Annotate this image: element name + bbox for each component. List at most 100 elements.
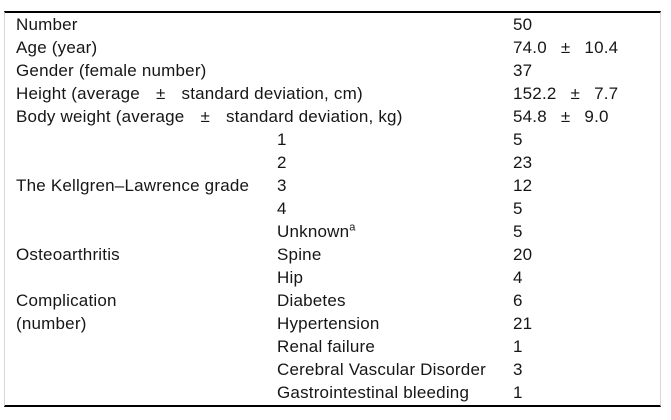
value-number: 20 <box>513 244 533 264</box>
value-standard-deviation: 10.4 <box>584 37 619 57</box>
value-cell: 54.8 ± 9.0 <box>513 107 660 127</box>
patient-characteristics-table: Number 50 Age (year) <box>4 11 661 407</box>
table-row: (number) Hypertension 21 <box>5 313 660 336</box>
subcategory-cell: 3 <box>277 176 513 196</box>
value-number: 4 <box>513 268 523 288</box>
subcategory-cell: Diabetes <box>277 291 513 311</box>
table-row: Gender (female number) 37 <box>5 59 660 82</box>
category-label: (number) <box>16 314 87 334</box>
category-label: The Kellgren–Lawrence grade <box>16 175 250 195</box>
table-row: Height (average ± standard deviation, cm… <box>5 82 660 105</box>
subcategory-cell: Spine <box>277 245 513 265</box>
table-row: 1 5 <box>5 128 660 151</box>
subcategory-cell: 2 <box>277 153 513 173</box>
subcategory-label: Gastrointestinal bleeding <box>277 383 470 403</box>
category-cell: Body weight (average ± standard deviatio… <box>16 106 402 127</box>
category-cell: Height (average ± standard deviation, cm… <box>16 83 363 104</box>
value-number: 37 <box>513 60 533 80</box>
category-label-continued: standard deviation, cm) <box>181 83 363 103</box>
subcategory-cell: Renal failure <box>277 337 513 357</box>
table-row: Cerebral Vascular Disorder 3 <box>5 359 660 382</box>
value-cell: 5 <box>513 130 660 150</box>
value-number: 23 <box>513 152 533 172</box>
category-label: Number <box>16 14 78 34</box>
table-row: Hip 4 <box>5 267 660 290</box>
value-cell: 50 <box>513 15 660 35</box>
category-cell: Number <box>16 15 277 35</box>
category-label: Osteoarthritis <box>16 244 120 264</box>
value-cell: 37 <box>513 61 660 81</box>
value-number: 12 <box>513 175 533 195</box>
value-cell: 74.0 ± 10.4 <box>513 38 660 58</box>
subcategory-label: Spine <box>277 244 322 264</box>
footnote-marker: a <box>349 221 356 234</box>
plus-minus-sign: ± <box>560 106 571 126</box>
table-row: Number 50 <box>5 13 660 36</box>
category-cell: Complication <box>16 291 277 311</box>
value-number: 6 <box>513 291 523 311</box>
subcategory-cell: Hypertension <box>277 314 513 334</box>
subcategory-label: 3 <box>277 175 287 195</box>
subcategory-cell: 4 <box>277 199 513 219</box>
table-row: Age (year) 74.0 ± 10.4 <box>5 36 660 59</box>
category-cell: Gender (female number) <box>16 61 277 81</box>
subcategory-cell: Hip <box>277 268 513 288</box>
plus-minus-sign: ± <box>570 83 581 103</box>
subcategory-label: 4 <box>277 198 287 218</box>
category-label: Gender (female number) <box>16 60 207 80</box>
subcategory-cell: Gastrointestinal bleeding <box>277 383 513 403</box>
plus-minus-sign: ± <box>200 106 210 126</box>
value-cell: 12 <box>513 176 660 196</box>
plus-minus-sign: ± <box>560 37 571 57</box>
value-cell: 5 <box>513 199 660 219</box>
subcategory-label: Diabetes <box>277 291 346 311</box>
category-label-continued: standard deviation, kg) <box>225 106 403 126</box>
category-label: Age (year) <box>16 37 98 57</box>
value-cell: 20 <box>513 245 660 265</box>
value-number: 5 <box>513 221 523 241</box>
subcategory-label: Unknown <box>277 221 350 241</box>
value-number: 50 <box>513 14 533 34</box>
value-cell: 23 <box>513 153 660 173</box>
value-number: 5 <box>513 129 523 149</box>
subcategory-cell: 1 <box>277 130 513 150</box>
table-row: Renal failure 1 <box>5 336 660 359</box>
category-label: Complication <box>16 291 117 311</box>
table-row: Body weight (average ± standard deviatio… <box>5 105 660 128</box>
subcategory-label: 2 <box>277 152 287 172</box>
category-label: Body weight (average <box>16 106 185 126</box>
plus-minus-sign: ± <box>155 83 166 103</box>
subcategory-cell: Unknowna <box>277 222 513 242</box>
value-cell: 5 <box>513 222 660 242</box>
value-number: 21 <box>513 314 533 334</box>
category-label: Height (average <box>16 83 140 103</box>
table-row: The Kellgren–Lawrence grade 3 12 <box>5 174 660 197</box>
subcategory-label: 1 <box>277 129 287 149</box>
subcategory-label: Cerebral Vascular Disorder <box>277 360 486 380</box>
category-cell: The Kellgren–Lawrence grade <box>16 176 277 196</box>
category-cell: Age (year) <box>16 38 277 58</box>
value-cell: 1 <box>513 337 660 357</box>
value-cell: 1 <box>513 383 660 403</box>
table-row: 4 5 <box>5 197 660 220</box>
table-row: 2 23 <box>5 151 660 174</box>
value-cell: 4 <box>513 268 660 288</box>
subcategory-label: Hip <box>277 268 304 288</box>
subcategory-label: Hypertension <box>277 314 380 334</box>
table-row: Gastrointestinal bleeding 1 <box>5 382 660 405</box>
value-number: 3 <box>513 360 523 380</box>
table-row: Complication Diabetes 6 <box>5 290 660 313</box>
subcategory-cell: Cerebral Vascular Disorder <box>277 360 513 380</box>
value-cell: 6 <box>513 291 660 311</box>
subcategory-label: Renal failure <box>277 337 376 357</box>
category-cell: (number) <box>16 314 277 334</box>
value-number: 74.0 <box>513 37 547 57</box>
value-number: 1 <box>513 383 523 403</box>
table-row: Unknowna 5 <box>5 220 660 243</box>
value-number: 5 <box>513 198 523 218</box>
value-number: 152.2 <box>513 83 557 103</box>
value-number: 1 <box>513 337 523 357</box>
table-row: Osteoarthritis Spine 20 <box>5 243 660 266</box>
value-cell: 21 <box>513 314 660 334</box>
value-standard-deviation: 7.7 <box>594 83 619 103</box>
